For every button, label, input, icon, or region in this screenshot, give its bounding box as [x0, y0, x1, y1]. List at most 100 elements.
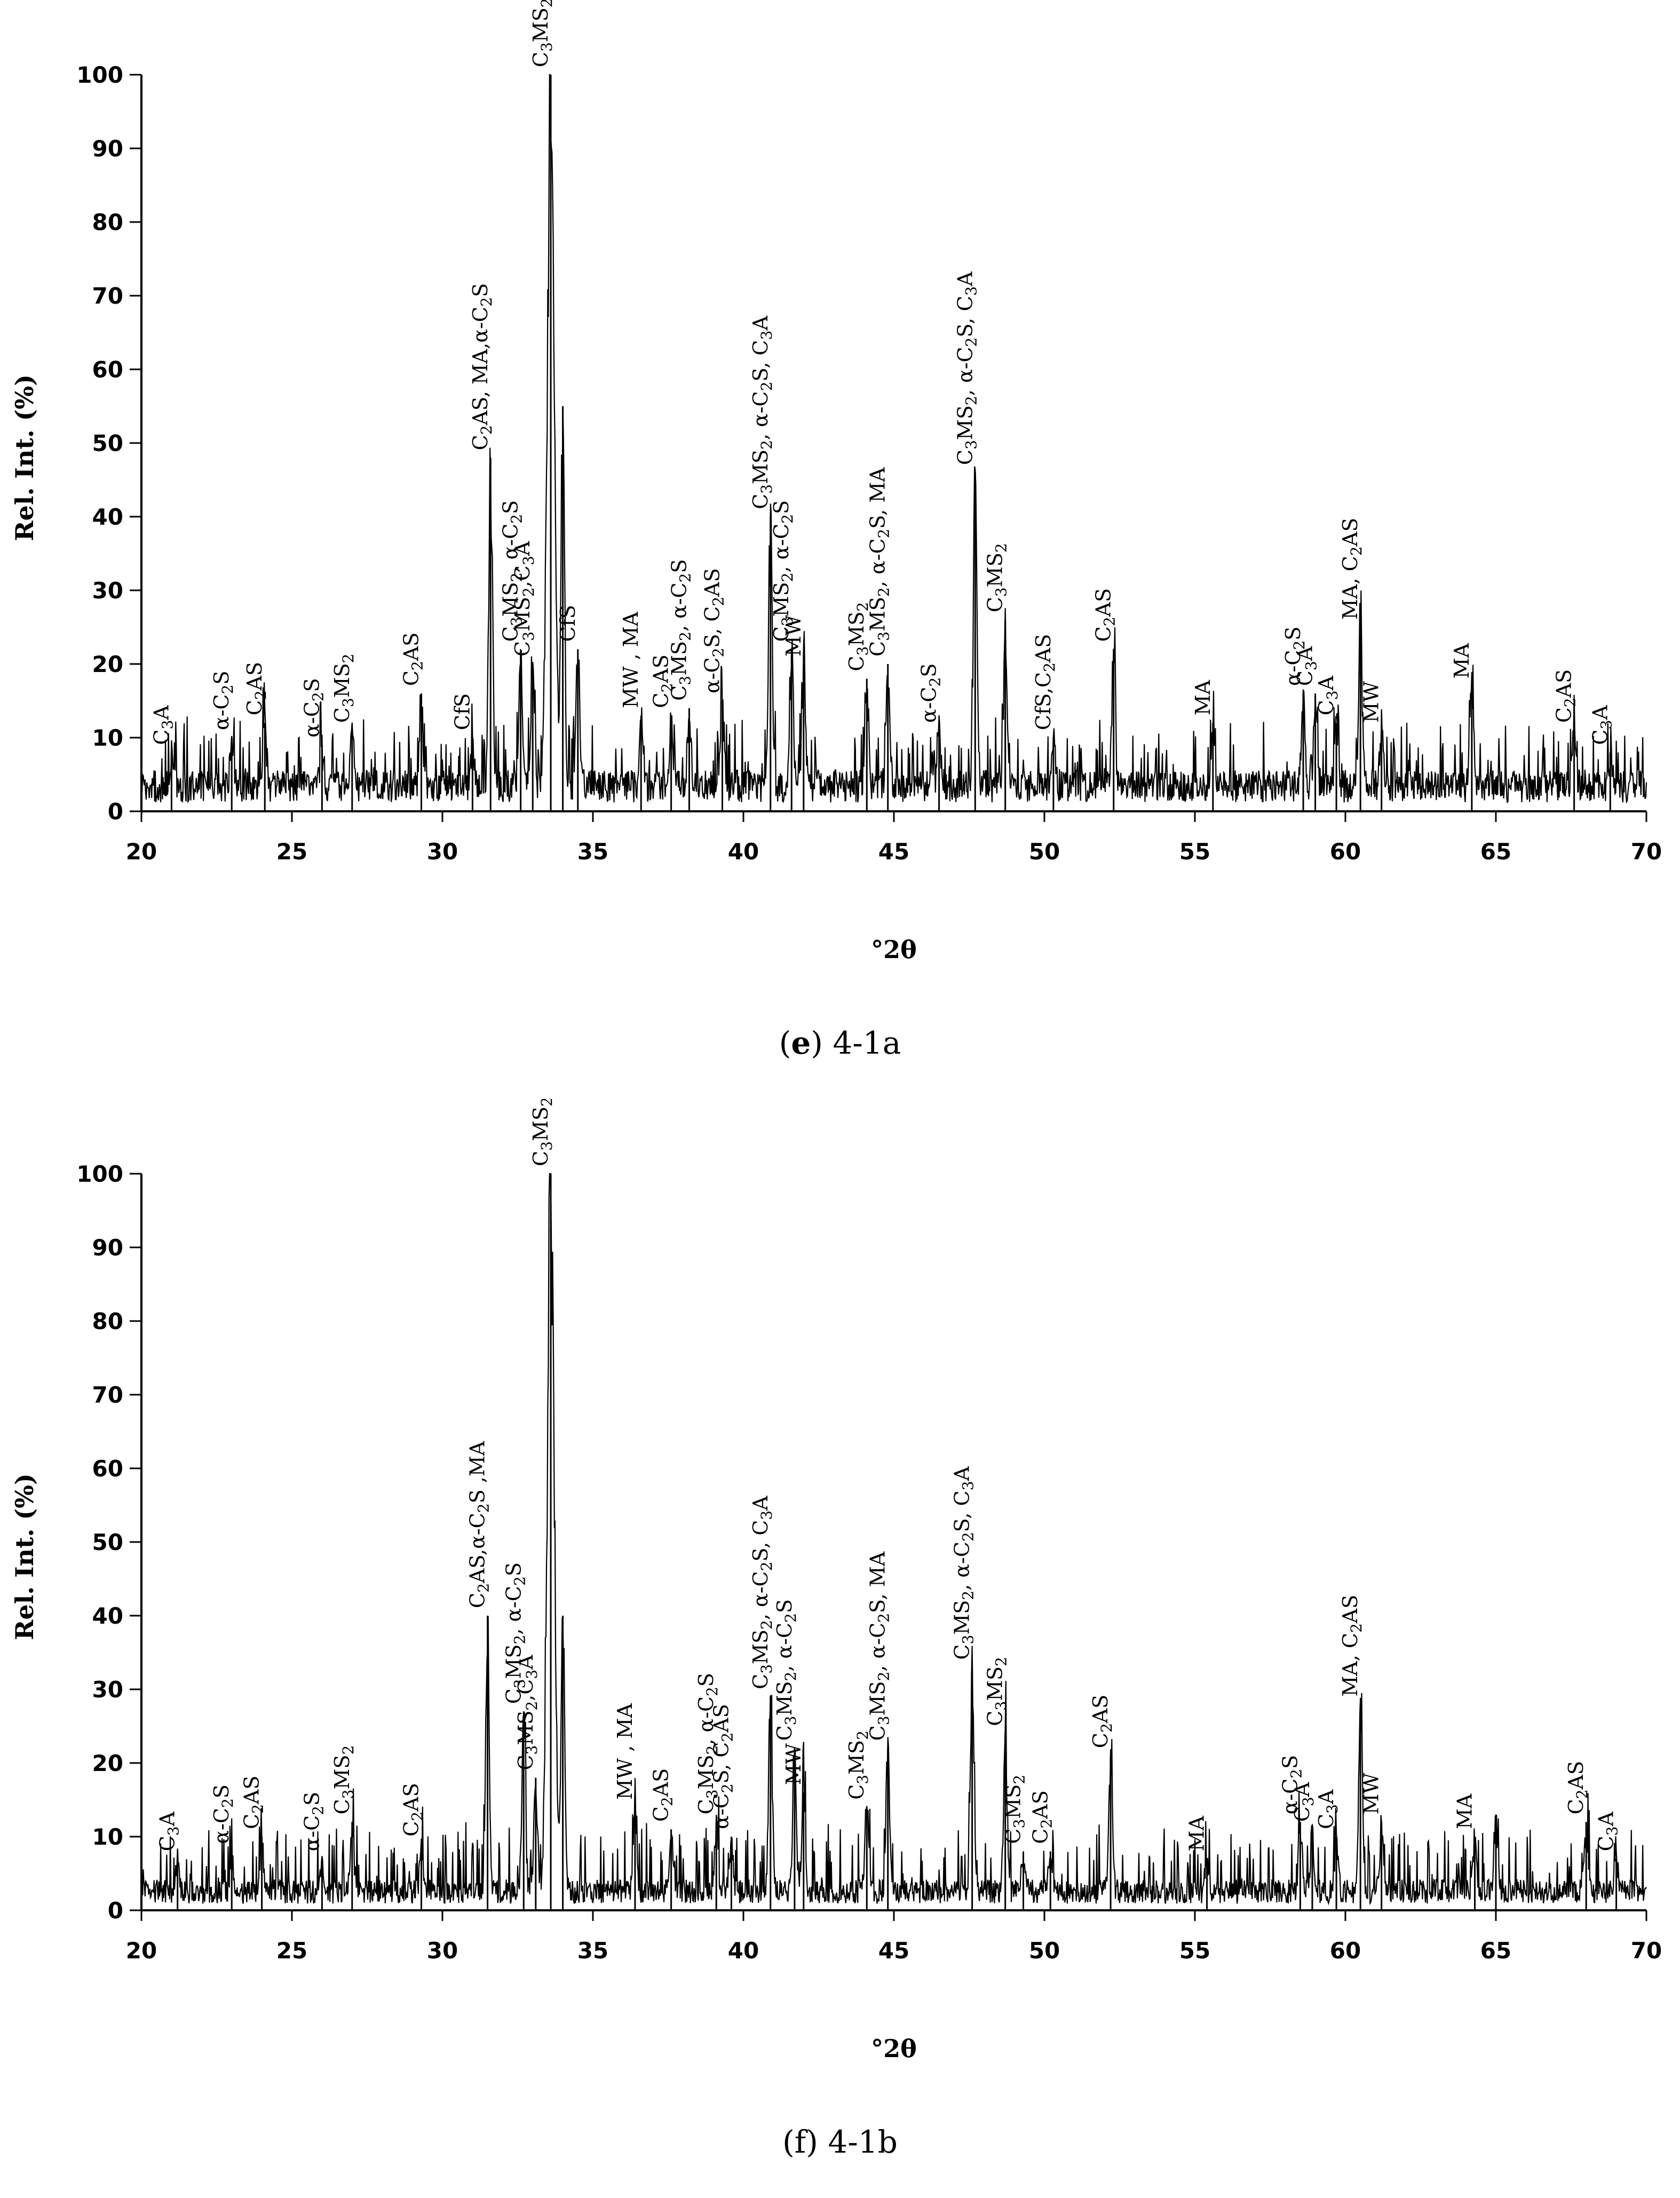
peak-label-e: α-C2S: [917, 663, 944, 723]
y-tick-label-f: 40: [92, 1603, 123, 1629]
peak-label-e: C3MS2, α-C2S: [668, 559, 694, 701]
y-tick-label-e: 70: [92, 283, 123, 309]
peak-label-e: C3MS2: [984, 543, 1010, 613]
xrd-chart-f: 0 10 20 30 40 50 60 70 80 90 100 20 25 30 35 40 45 50 55 60…: [10, 1099, 1662, 2063]
x-axis-title-f: °2θ: [871, 2034, 917, 2063]
peak-label-e: C3MS2, α-C2S, C3A: [749, 315, 775, 509]
peak-label-f: α-C2S: [210, 1784, 236, 1844]
caption-e-letter: e: [791, 1025, 811, 1061]
peak-label-f: C2AS: [400, 1783, 426, 1836]
x-tick-label-f: 50: [1029, 1938, 1060, 1964]
peak-label-f: C3A: [1595, 1811, 1621, 1851]
y-tick-label-e: 20: [92, 651, 123, 677]
panel-f: 0 10 20 30 40 50 60 70 80 90 100 20 25 30 35 40 45 50 55 60…: [0, 1099, 1680, 2198]
y-tick-label-f: 10: [92, 1824, 123, 1850]
y-tick-label-e: 50: [92, 430, 123, 456]
y-tick-label-f: 50: [92, 1529, 123, 1555]
x-tick-label-e: 30: [427, 839, 458, 865]
x-tick-label-e: 35: [577, 839, 608, 865]
peak-label-f: C2AS: [1564, 1761, 1591, 1814]
caption-e: (e) 4-1a: [779, 1025, 901, 1061]
y-tick-label-f: 80: [92, 1308, 123, 1334]
y-tick-label-f: 60: [92, 1456, 123, 1482]
peak-label-e: MA: [1191, 679, 1215, 715]
peak-label-f: MA, C2AS: [1338, 1595, 1365, 1697]
peak-label-e: CfS,C2AS: [1032, 634, 1058, 730]
peak-label-e: C3MS2, α-C2S, C3A: [529, 0, 556, 67]
x-tick-label-f: 55: [1179, 1938, 1210, 1964]
peak-label-f: C3MS2, α-C2S: [502, 1562, 528, 1704]
peak-label-f: C2AS: [1028, 1790, 1055, 1844]
x-tick-label-e: 50: [1029, 839, 1060, 865]
peak-label-f: C3MS2: [330, 1745, 357, 1815]
peak-label-f: MA: [1453, 1793, 1477, 1829]
peak-label-f: C3MS2, α-C2S: [694, 1673, 721, 1814]
y-tick-label-e: 30: [92, 578, 123, 604]
caption-e-name: 4-1a: [833, 1025, 901, 1061]
diffraction-trace-f: [140, 1173, 1647, 1906]
peak-label-e: C2AS: [649, 654, 676, 708]
peak-label-e: C3A: [1588, 705, 1615, 745]
y-tick-label-f: 30: [92, 1677, 123, 1703]
peak-label-e: α-C2S, C2AS: [701, 568, 727, 693]
peak-label-e: C2AS, MA,α-C2S: [469, 283, 495, 450]
y-tick-label-f: 0: [108, 1897, 123, 1924]
peak-label-e: MA, C2AS: [1338, 518, 1365, 620]
peak-label-f: C3MS2,C3A: [514, 1655, 541, 1770]
x-tick-label-f: 30: [427, 1938, 458, 1964]
x-tick-label-e: 25: [276, 839, 307, 865]
x-tick-label-e: 45: [878, 839, 909, 865]
peak-label-e: C2AS: [400, 632, 426, 686]
peak-label-e: α-C2S: [1281, 627, 1308, 686]
peak-label-e: C3MS2, α-C2S, C3A: [953, 271, 980, 465]
peak-label-e: MW , MA: [619, 611, 643, 708]
x-tick-label-f: 25: [276, 1938, 307, 1964]
peak-label-f: C2AS: [649, 1768, 676, 1822]
peak-label-f: MW: [782, 1743, 805, 1785]
y-tick-label-e: 10: [92, 725, 123, 751]
x-tick-label-e: 65: [1480, 839, 1511, 865]
x-axis-title-e: °2θ: [871, 935, 917, 964]
peak-label-f: MW: [1360, 1773, 1383, 1814]
peak-label-e: C3MS2,C3A: [511, 541, 537, 657]
peak-label-e: C2AS: [243, 662, 270, 715]
y-tick-label-f: 100: [76, 1161, 123, 1187]
peak-label-e: α-C2S: [300, 678, 327, 737]
peak-label-f: C3MS2, α-C2S: [773, 1599, 799, 1741]
x-tick-label-e: 40: [728, 839, 759, 865]
peak-label-e: MW: [782, 615, 805, 657]
peak-label-f: C3MS2: [845, 1730, 871, 1800]
peak-label-e: C3MS2, α-C2S, MA: [866, 467, 893, 657]
peak-label-f: C3MS2: [1002, 1775, 1028, 1844]
x-tick-label-f: 45: [878, 1938, 909, 1964]
x-tick-label-e: 60: [1330, 839, 1361, 865]
x-tick-label-e: 70: [1631, 839, 1662, 865]
peak-label-f: α-C2S: [1278, 1755, 1305, 1814]
x-tick-label-e: 20: [126, 839, 157, 865]
peak-label-e: C3A: [1294, 646, 1320, 686]
y-tick-label-e: 100: [76, 62, 123, 88]
peak-label-e: C3A: [1314, 676, 1341, 716]
peak-label-f: α-C2S: [300, 1792, 327, 1851]
peak-label-f: C3A: [156, 1812, 183, 1852]
peak-label-f: C2AS: [240, 1776, 267, 1829]
diffraction-trace-e: [140, 74, 1647, 804]
panel-e: 0 10 20 30 40 50 60 70 80 90 100 20 25 30 35 40 45 50 55 60…: [10, 0, 1662, 1061]
peak-label-e: α-C2S: [210, 671, 236, 730]
peak-label-e: MW: [1360, 681, 1383, 723]
peak-label-e: C3A: [149, 705, 176, 745]
peak-label-e: C3MS2, α-C2S: [499, 500, 526, 642]
peak-label-f: C3MS2, α-C2S, C3A: [529, 1099, 556, 1166]
x-tick-label-f: 20: [126, 1938, 157, 1964]
y-tick-label-f: 70: [92, 1382, 123, 1408]
peak-label-e: C3MS2: [845, 602, 871, 671]
caption-f: (f) 4-1b: [782, 2124, 898, 2160]
peak-label-f: C3MS2, α-C2S, C3A: [950, 1466, 977, 1660]
y-tick-label-e: 40: [92, 504, 123, 530]
y-tick-label-f: 90: [92, 1235, 123, 1261]
peak-label-f: MA: [1185, 1816, 1209, 1852]
y-axis-title-f: Rel. Int. (%): [10, 1473, 39, 1640]
y-axis-title-e: Rel. Int. (%): [10, 374, 39, 541]
peak-label-f: MW , MA: [613, 1703, 637, 1800]
xrd-chart-e: 0 10 20 30 40 50 60 70 80 90 100 20 25 30 35 40 45 50 55 60…: [10, 0, 1662, 964]
